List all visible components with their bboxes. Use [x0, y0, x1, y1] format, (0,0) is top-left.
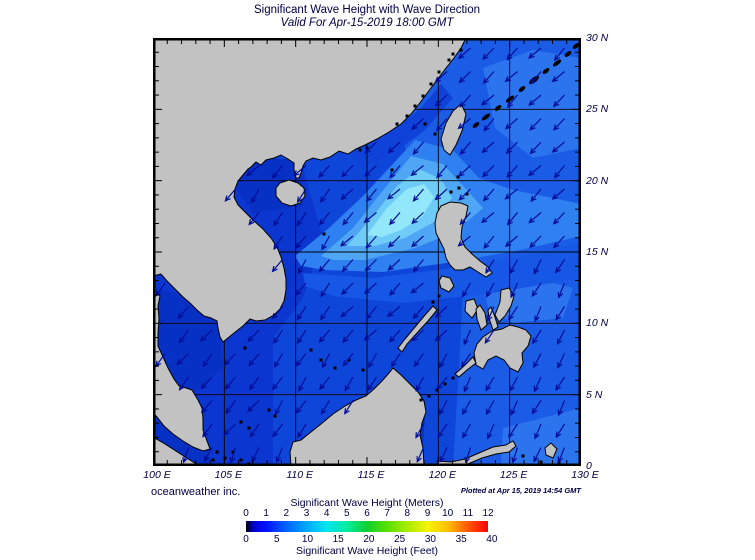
feet-tick-label: 40: [486, 534, 498, 545]
lon-label: 130 E: [571, 469, 599, 481]
meters-tick-label: 4: [323, 508, 330, 519]
wave-height-map: [153, 38, 581, 466]
meters-tick-label: 0: [243, 508, 249, 519]
colorbar-gradient: [246, 521, 488, 532]
feet-tick-label: 5: [273, 534, 280, 545]
meters-tick-label: 3: [303, 508, 310, 519]
meters-tick-label: 10: [442, 508, 454, 519]
meters-tick-label: 9: [424, 508, 431, 519]
colorbar-title-feet: Significant Wave Height (Feet): [295, 545, 438, 557]
lon-label: 110 E: [286, 469, 313, 481]
credit-text: oceanweather inc.: [151, 486, 241, 498]
meters-tick-label: 8: [404, 508, 411, 519]
lon-label: 125 E: [499, 469, 528, 481]
lat-label: 30 N: [586, 32, 609, 44]
valid-time-subtitle: Valid For Apr-15-2019 18:00 GMT: [280, 17, 454, 29]
feet-tick-label: 0: [243, 534, 249, 545]
feet-tick-label: 20: [363, 534, 375, 545]
colorbar-title-meters: Significant Wave Height (Meters): [290, 497, 444, 509]
lon-label: 100 E: [143, 469, 171, 481]
feet-tick-label: 30: [424, 534, 436, 545]
feet-tick-label: 25: [394, 534, 406, 545]
land-layer: [153, 38, 558, 466]
feet-tick-label: 35: [455, 534, 467, 545]
feet-tick-label: 10: [301, 534, 314, 545]
map-panel: [153, 38, 581, 466]
meters-tick-label: 5: [344, 508, 350, 519]
lat-label: 10 N: [586, 317, 609, 330]
lat-label: 5 N: [586, 388, 603, 401]
meters-tick-label: 7: [384, 508, 390, 519]
lat-label: 25 N: [586, 103, 609, 116]
meters-tick-label: 11: [462, 508, 474, 519]
wave-arrows-layer: [155, 47, 566, 464]
map-frame: [153, 38, 581, 466]
meters-tick-label: 1: [263, 508, 269, 519]
page-title: Significant Wave Height with Wave Direct…: [253, 4, 481, 16]
lat-label: 15 N: [586, 246, 609, 258]
feet-tick-label: 15: [332, 534, 344, 545]
lon-label: 120 E: [428, 469, 457, 481]
plotted-timestamp: Plotted at Apr 15, 2019 14:54 GMT: [460, 486, 581, 495]
meters-tick-label: 2: [283, 508, 290, 519]
lon-label: 105 E: [214, 469, 243, 481]
meters-tick-label: 6: [364, 508, 370, 519]
lat-label: 0: [586, 460, 592, 472]
lat-label: 20 N: [586, 174, 609, 187]
lon-label: 115 E: [357, 469, 385, 481]
meters-tick-label: 12: [482, 508, 494, 519]
